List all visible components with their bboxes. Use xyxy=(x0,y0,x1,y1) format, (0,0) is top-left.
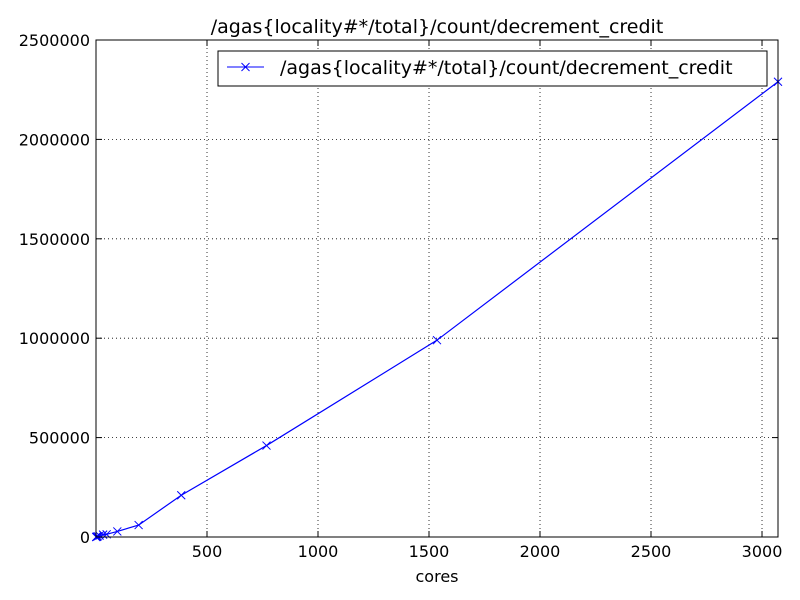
x-tick-label: 3000 xyxy=(742,542,783,561)
chart-title: /agas{locality#*/total}/count/decrement_… xyxy=(211,16,664,38)
plot-frame xyxy=(95,39,779,538)
x-tick-label: 2500 xyxy=(631,542,672,561)
data-point xyxy=(93,531,103,541)
x-tick-label: 1000 xyxy=(298,542,339,561)
legend-box xyxy=(217,50,768,87)
y-tick-label: 2500000 xyxy=(19,31,90,50)
data-point xyxy=(112,527,122,536)
x-tick-label: 2000 xyxy=(520,542,561,561)
x-tick-label: 1500 xyxy=(409,542,450,561)
data-point xyxy=(432,335,442,345)
data-point-stroke-b xyxy=(112,527,122,536)
x-tick-label: 500 xyxy=(192,542,223,561)
data-point-stroke-b xyxy=(432,335,442,345)
y-tick-label: 1000000 xyxy=(19,329,90,348)
data-point-stroke-b xyxy=(93,531,103,541)
legend-marker xyxy=(241,62,250,72)
ticks: 500 1000 1500 2000 2500 3000 0 500000 1000000 150… xyxy=(19,31,783,561)
y-tick-label: 500000 xyxy=(29,429,90,448)
y-tick-label: 2000000 xyxy=(19,130,90,149)
data-point xyxy=(262,441,271,450)
data-point-stroke-b xyxy=(176,490,186,500)
data-point-stroke-b xyxy=(262,441,271,450)
plot-background xyxy=(96,40,778,537)
y-tick-label: 1500000 xyxy=(19,230,90,249)
y-tick-label: 0 xyxy=(80,528,90,547)
x-axis-label: cores xyxy=(416,567,459,586)
grid-lines xyxy=(96,40,778,537)
legend-marker-stroke-b xyxy=(241,62,250,72)
data-point xyxy=(134,520,143,530)
legend-label: /agas{locality#*/total}/count/decrement_… xyxy=(280,57,733,79)
legend: /agas{locality#*/total}/count/decrement_… xyxy=(217,50,768,87)
data-point-stroke-b xyxy=(134,520,143,530)
data-point xyxy=(176,490,186,500)
